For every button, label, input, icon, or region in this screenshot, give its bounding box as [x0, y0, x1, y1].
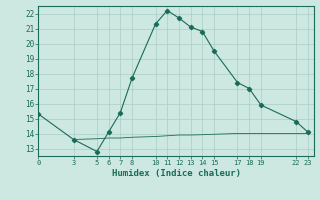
X-axis label: Humidex (Indice chaleur): Humidex (Indice chaleur) — [111, 169, 241, 178]
